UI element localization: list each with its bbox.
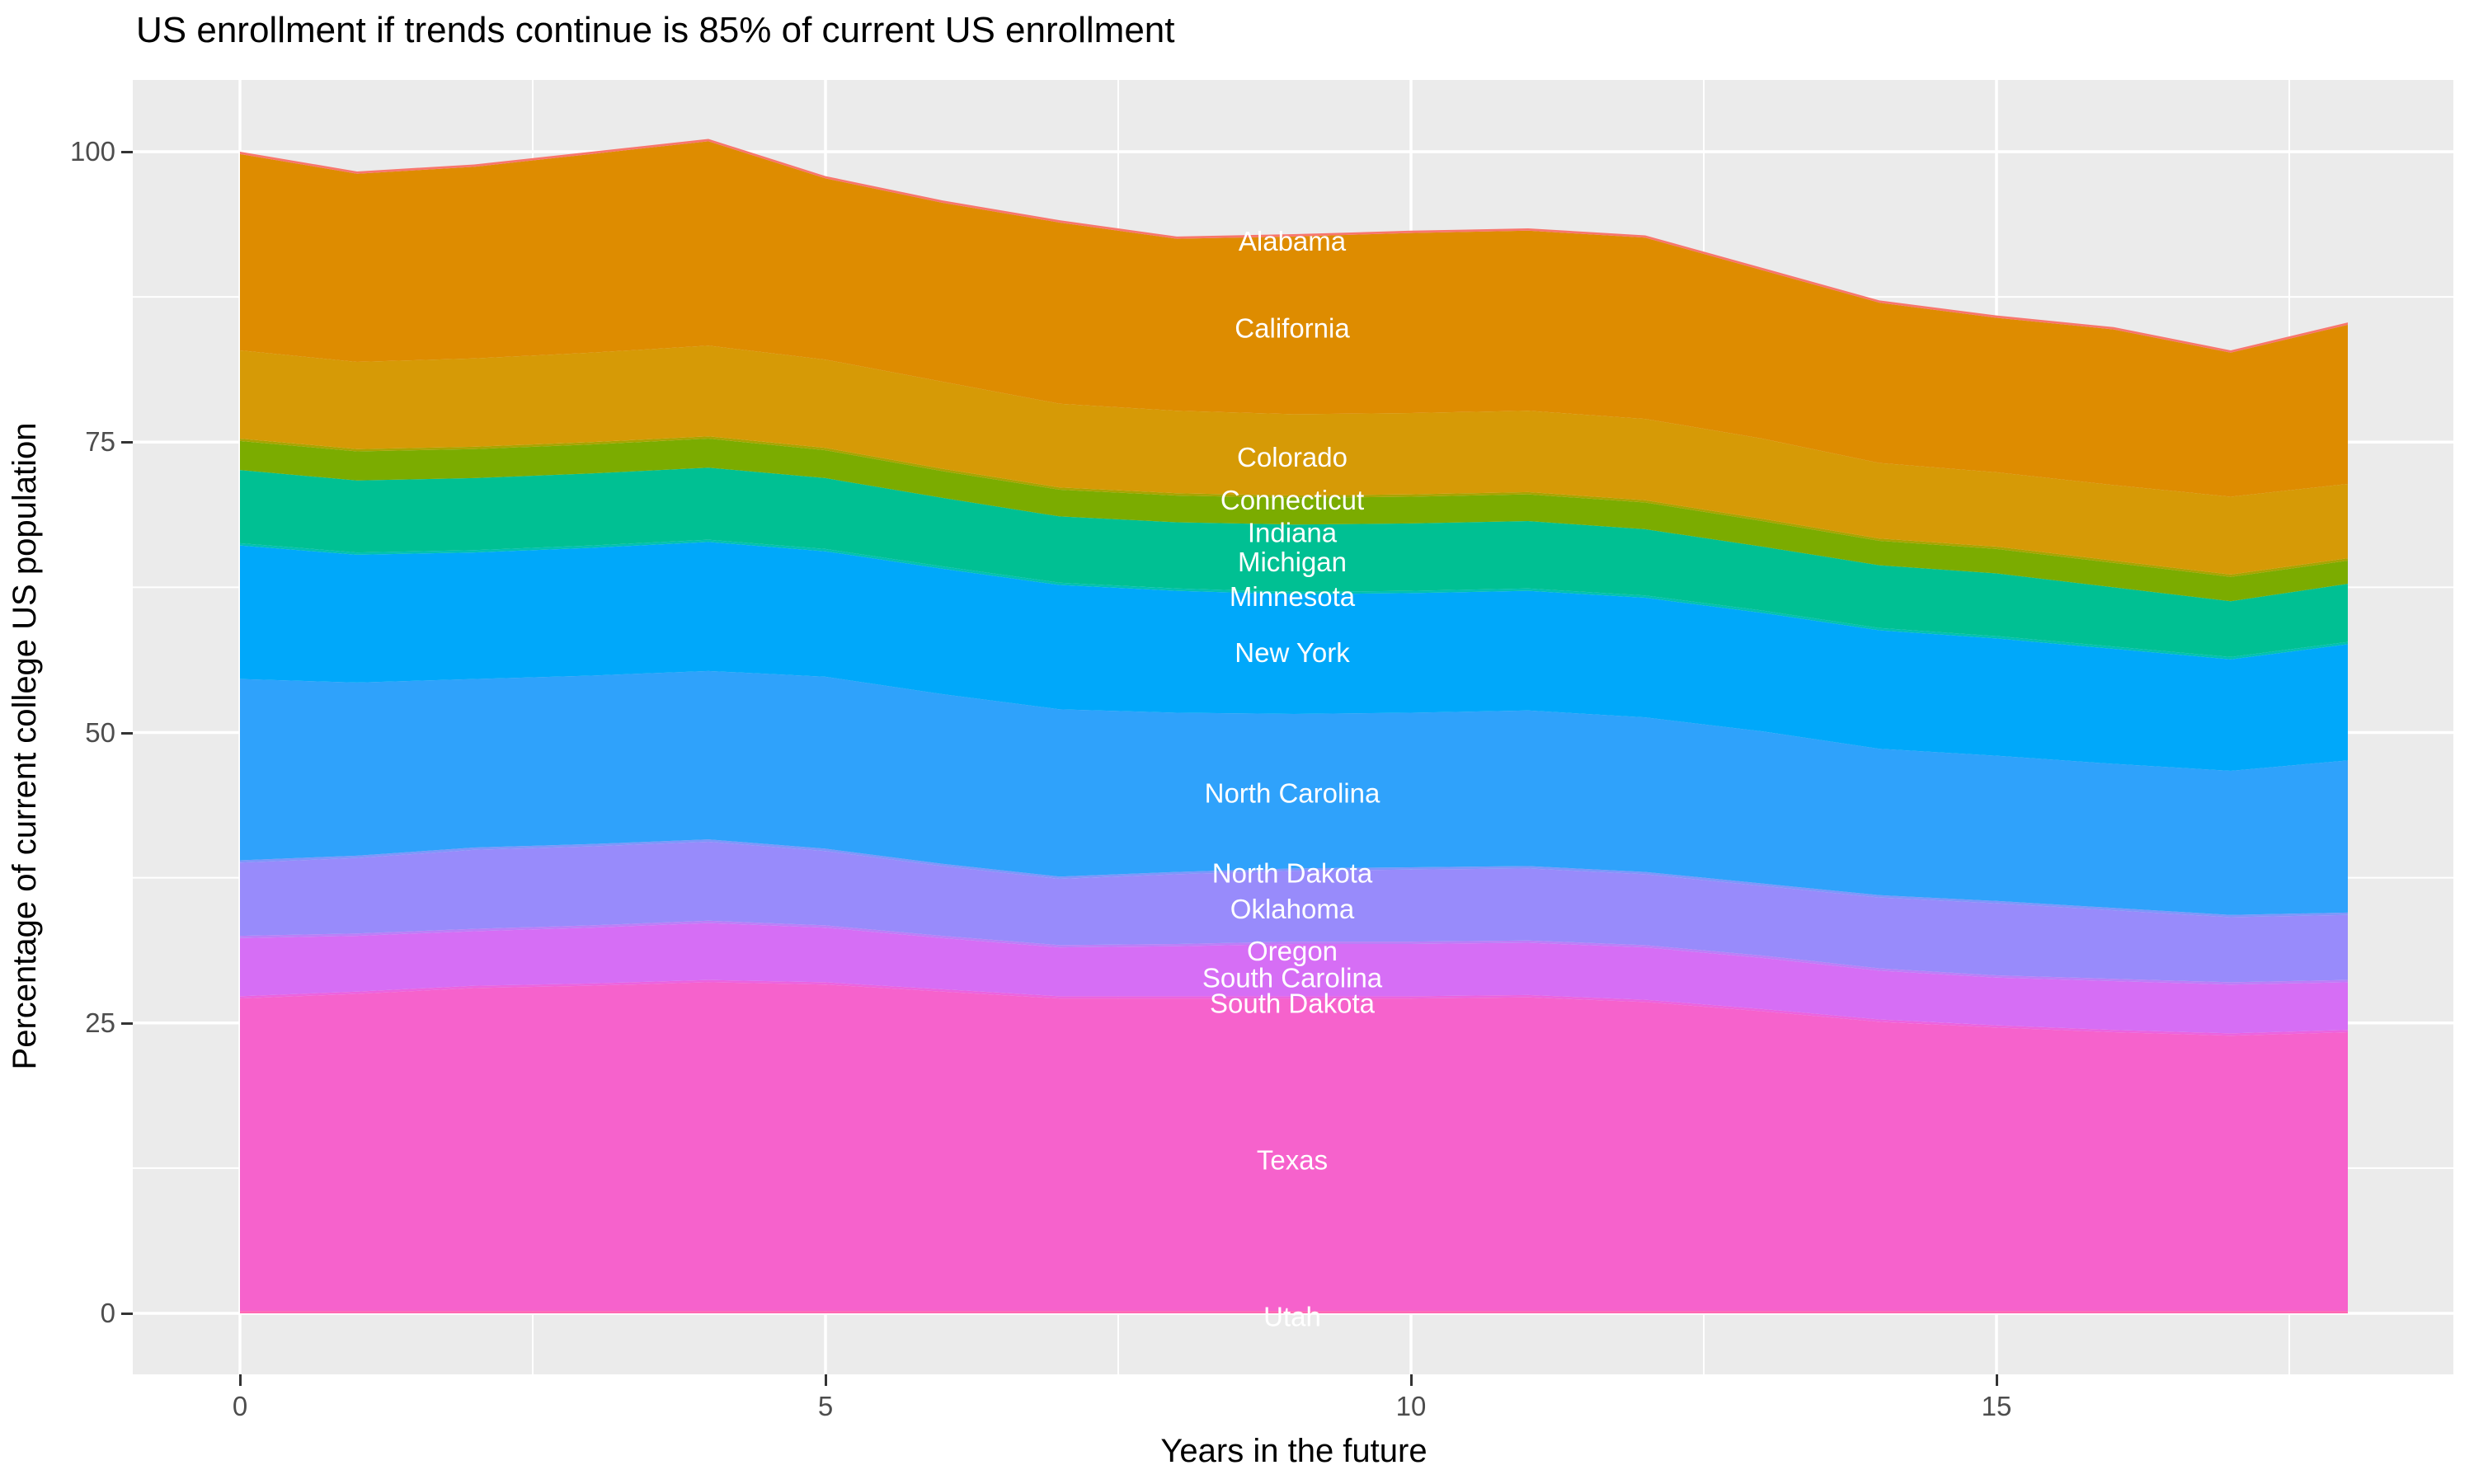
area-new-york	[240, 542, 2348, 771]
area-south-carolina	[240, 923, 2348, 1034]
area-north-dakota	[240, 839, 2348, 918]
area-label-north-dakota: North Dakota	[1212, 857, 1373, 888]
y-tick-label-50: 50	[85, 717, 115, 748]
area-label-minnesota: Minnesota	[1230, 581, 1356, 612]
area-label-michigan: Michigan	[1238, 547, 1347, 577]
x-axis-title: Years in the future	[1160, 1433, 1427, 1469]
x-tick-label-10: 10	[1395, 1391, 1427, 1421]
y-tick-mark	[121, 732, 133, 735]
y-tick-mark	[121, 441, 133, 444]
area-label-alabama: Alabama	[1239, 226, 1347, 256]
x-tick-mark	[1996, 1374, 1998, 1386]
y-axis-title: Percentage of current college US populat…	[7, 422, 43, 1070]
y-tick-label-100: 100	[69, 136, 115, 167]
area-label-utah: Utah	[1263, 1302, 1321, 1332]
area-label-north-carolina: North Carolina	[1205, 777, 1380, 808]
x-tick-label-15: 15	[1981, 1391, 2012, 1421]
y-tick-mark	[121, 1313, 133, 1315]
x-tick-label-0: 0	[232, 1391, 248, 1421]
area-utah	[240, 1311, 2348, 1313]
area-label-oklahoma: Oklahoma	[1230, 894, 1355, 924]
area-label-new-york: New York	[1235, 637, 1350, 668]
chart-panel: Utah Texas South Dakota South Carolina Orego…	[133, 80, 2453, 1374]
area-texas	[240, 982, 2348, 1312]
area-colorado	[240, 345, 2348, 575]
area-label-south-carolina: South Carolina	[1202, 962, 1383, 993]
area-label-indiana: Indiana	[1248, 518, 1338, 548]
area-minnesota	[240, 539, 2348, 660]
y-tick-mark	[121, 151, 133, 153]
area-label-connecticut: Connecticut	[1221, 485, 1364, 515]
x-tick-mark	[239, 1374, 242, 1386]
area-north-carolina	[240, 670, 2348, 915]
area-label-oregon: Oregon	[1247, 936, 1338, 966]
area-oklahoma	[240, 841, 2348, 983]
area-label-california: California	[1235, 313, 1350, 344]
area-label-south-dakota: South Dakota	[1210, 988, 1376, 1018]
x-tick-label-5: 5	[817, 1391, 834, 1421]
area-california	[240, 141, 2348, 497]
area-label-texas: Texas	[1257, 1145, 1328, 1176]
area-indiana	[240, 439, 2348, 602]
x-tick-mark	[825, 1374, 827, 1386]
y-tick-label-25: 25	[85, 1007, 115, 1038]
area-label-colorado: Colorado	[1237, 442, 1348, 472]
y-tick-label-75: 75	[85, 426, 115, 457]
x-tick-mark	[1410, 1374, 1413, 1386]
y-tick-mark	[121, 1022, 133, 1025]
plot-title: US enrollment if trends continue is 85% …	[136, 10, 1175, 50]
area-michigan	[240, 467, 2348, 657]
y-tick-label-0: 0	[100, 1298, 115, 1328]
